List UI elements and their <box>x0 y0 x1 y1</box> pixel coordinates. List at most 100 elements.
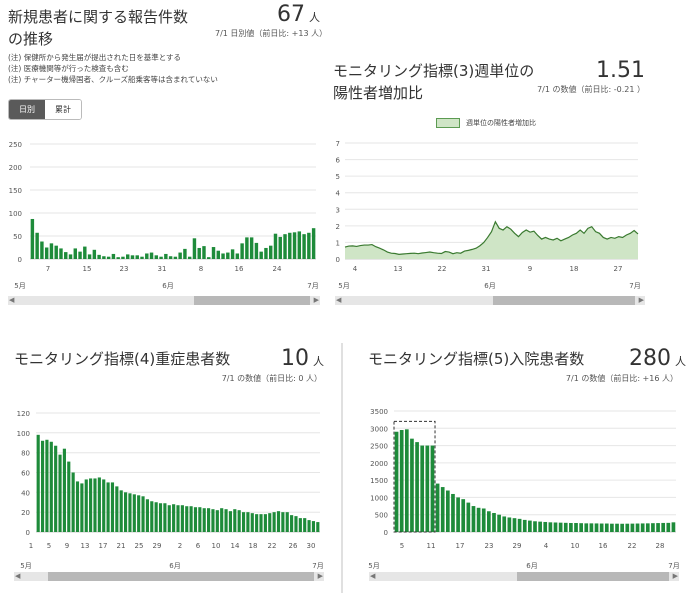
panel1-y-tick: 200 <box>9 164 22 172</box>
panel3-bar <box>106 482 110 532</box>
scroll-left-icon[interactable]: ◀ <box>9 296 15 304</box>
panel4-bar <box>640 523 645 532</box>
panel3-bar <box>276 511 281 532</box>
panel1-value-number: 67 <box>277 2 305 27</box>
panel4-bar <box>471 506 476 532</box>
panel3-scroll-thumb[interactable] <box>48 572 314 581</box>
panel4-bar <box>440 487 445 532</box>
panel3-bar <box>89 478 93 532</box>
panel3-bar <box>172 504 176 532</box>
panel3-bar <box>255 514 259 532</box>
panel4-bar <box>481 508 486 532</box>
panel1-note-1: (注) 保健所から発生届が提出された日を基準とする <box>8 53 182 62</box>
panel3-bar <box>154 502 158 532</box>
scroll-right-icon[interactable]: ▶ <box>672 572 678 580</box>
panel1-scroll-thumb[interactable] <box>194 296 310 305</box>
panel2-legend: 週単位の陽性者増加比 <box>436 118 536 128</box>
panel1-notes: (注) 保健所から発生届が提出された日を基準とする (注) 医療機関等が行った検… <box>8 52 218 85</box>
scroll-left-icon[interactable]: ◀ <box>370 572 376 580</box>
panel3-bar <box>189 506 193 532</box>
panel3-bar <box>237 510 241 532</box>
panel3-bar <box>294 516 298 532</box>
panel3-bar <box>298 518 302 532</box>
panel1-scrollbar[interactable]: ◀ ▶ <box>8 296 320 305</box>
panel4-month-label: 7月 <box>668 562 679 570</box>
panel4-bar <box>584 523 589 532</box>
panel3-value: 10 人 <box>230 346 324 371</box>
panel2-line <box>344 220 639 255</box>
panel4-bar <box>599 523 604 532</box>
panel4-scrollbar[interactable]: ◀ ▶ <box>369 572 679 581</box>
toggle-daily-button[interactable]: 日別 <box>9 100 45 119</box>
scroll-left-icon[interactable]: ◀ <box>336 296 342 304</box>
panel3-bar <box>40 440 45 532</box>
panel1-bar <box>64 252 68 259</box>
panel3-bar <box>132 494 136 532</box>
panel3-bar <box>124 492 128 532</box>
panel4-bar <box>415 442 419 532</box>
panel4-bar <box>563 522 568 532</box>
panel2-y-tick: 7 <box>336 140 340 148</box>
panel3-bar <box>241 512 246 532</box>
panel3-scrollbar[interactable]: ◀ ▶ <box>14 572 324 581</box>
panel4-bar <box>502 516 507 532</box>
panel3-bar <box>110 482 115 532</box>
panel4-bar <box>425 445 430 532</box>
panel3-y-axis: 120 100 80 60 40 20 0 <box>17 410 30 537</box>
panel3-y-tick: 40 <box>21 489 30 497</box>
panel3-bar <box>163 503 167 532</box>
panel1-x-tick: 16 <box>235 265 244 273</box>
panel1-bar <box>102 256 106 259</box>
panel1-toggle: 日別 累計 <box>8 99 82 120</box>
panel4-bar <box>543 521 548 532</box>
scroll-right-icon[interactable]: ▶ <box>317 572 323 580</box>
panel3-bar <box>250 513 254 532</box>
panel3-bar <box>285 512 289 532</box>
panel2-y-tick: 6 <box>336 157 341 165</box>
panel4-month-label: 5月 <box>368 562 379 570</box>
panel1-bar <box>130 255 135 259</box>
panel1-bar <box>264 247 268 259</box>
panel3-bar <box>67 461 71 532</box>
scroll-right-icon[interactable]: ▶ <box>638 296 644 304</box>
panel2-x-tick: 4 <box>353 265 358 273</box>
panel2-scroll-thumb[interactable] <box>493 296 635 305</box>
panel4-x-tick: 10 <box>571 542 580 550</box>
panel4-subtext: 7/1 の数値（前日比: +16 人） <box>565 374 678 383</box>
panel3-bar <box>263 514 267 532</box>
panel2-x-tick: 13 <box>394 265 403 273</box>
panel3-bars <box>36 434 320 533</box>
panel3-x-tick: 18 <box>249 542 258 550</box>
panel2-scrollbar[interactable]: ◀ ▶ <box>335 296 645 305</box>
panel3-x-tick: 6 <box>196 542 201 550</box>
toggle-cumulative-button[interactable]: 累計 <box>45 100 81 119</box>
panel4-value: 280 人 <box>590 346 686 371</box>
panel1-bar <box>183 248 187 259</box>
panel1-bar <box>292 232 297 259</box>
panel1-bar <box>178 252 182 259</box>
panel3-bar <box>246 512 250 532</box>
panel3-bar <box>228 511 233 532</box>
panel3-bar <box>202 508 206 532</box>
scroll-left-icon[interactable]: ◀ <box>15 572 21 580</box>
panel1-value: 67 人 <box>230 2 320 27</box>
panel3-bar <box>185 506 189 532</box>
panel4-title: モニタリング指標(5)入院患者数 <box>368 350 585 368</box>
panel3-y-tick: 120 <box>17 410 30 418</box>
panel3-x-tick: 25 <box>135 542 144 550</box>
panel4-bar <box>579 523 583 532</box>
panel4-scroll-thumb[interactable] <box>517 572 669 581</box>
panel3-bar <box>141 496 145 532</box>
scroll-right-icon[interactable]: ▶ <box>313 296 319 304</box>
panel1-month-label: 6月 <box>162 282 173 290</box>
panel3-bar <box>119 490 123 532</box>
panel4-bar <box>671 522 676 532</box>
panel3-x-axis: 1 5 9 13 17 21 25 29 2 6 10 14 18 22 26 … <box>20 542 323 570</box>
panel4-bar <box>430 445 435 532</box>
panel4-bar <box>630 523 635 532</box>
panel1-bar <box>35 232 39 259</box>
panel1-y-tick: 150 <box>9 187 22 195</box>
panel1-y-tick: 100 <box>9 210 22 218</box>
panel3-bar <box>93 478 97 532</box>
panel1-x-tick: 7 <box>46 265 50 273</box>
